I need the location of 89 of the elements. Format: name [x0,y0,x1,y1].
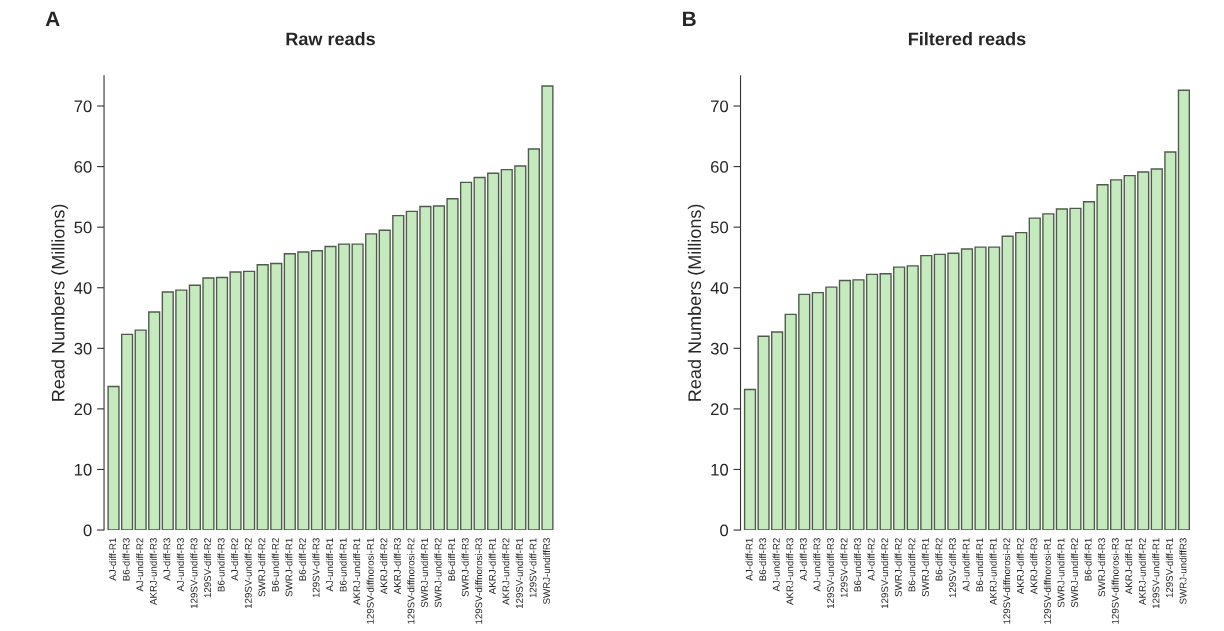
y-tick-label: 70 [74,100,92,113]
x-tick-label: B6-diff-R2 [935,538,943,581]
y-tick-label: 60 [711,160,729,173]
x-tick-label: AJ-undiff-R3 [176,538,184,592]
x-tick-label: AKRJ-diff-R2 [380,538,388,595]
x-tick-label: 129SV-diff-R2 [840,538,848,598]
x-tick-label: AKRJ-diff-R3 [1030,538,1038,595]
x-tick-label: AKRJ-undiff-R1 [353,538,361,606]
x-tick-label: B6-diff-R3 [122,538,130,581]
x-tick-label: SWRJ-undiff-R2 [434,538,442,608]
x-tick-label: 129SV-diff-R3 [312,538,320,598]
x-tick-label: B6-undiff-R3 [853,538,862,592]
x-tick-label: AKRJ-undiff-R1 [989,538,997,606]
y-tick-label: 40 [74,282,92,294]
y-axis-title: Read Numbers (Millions) [687,204,705,401]
x-tick-label: 129SV-diffnorosi-R1 [1043,538,1051,624]
x-tick-label: 129SV-diff-R2 [203,538,212,598]
x-tick-label: SWRJ-undiff-R1 [420,538,428,608]
x-tick-label: B6-diff-R3 [759,538,767,581]
x-tick-label: SWRJ-diff-R1 [285,538,293,597]
x-tick-label: SWRJ-diff-R3 [1098,538,1106,597]
x-tick-label: B6-undiff-R2 [908,538,916,592]
x-tick-label: SWRJ-undiff-R2 [1070,538,1079,608]
x-tick-label: AJ-undiff-R2 [136,538,144,592]
x-tick-label: 129SV-undiff-R1 [1152,538,1160,609]
x-tick-label: B6-undiff-R2 [271,538,279,592]
x-tick-label: AKRJ-undiff-R2 [502,538,510,606]
x-tick-label: 129SV-diffnorosi-R1 [366,538,374,624]
x-tick-label: AKRJ-undiff-R3 [149,538,157,606]
y-tick-label: 10 [74,463,92,476]
y-axis-title: Read Numbers (Millions) [51,204,69,401]
x-tick-label: AKRJ-undiff-R2 [1138,538,1146,606]
x-tick-label: 129SV-diff-R1 [1165,538,1173,598]
y-tick-label: 50 [710,221,729,234]
text: A [45,11,60,26]
y-tick-label: 20 [74,403,92,416]
x-tick-label: 129SV-undiff-R3 [190,538,198,609]
x-tick-label: 129SV-diffnorosi-R3 [475,538,483,624]
y-tick-label: 60 [74,160,92,173]
x-tick-label: AJ-diff-R3 [799,538,807,581]
x-tick-label: AJ-diff-R2 [867,538,875,581]
x-tick-label: SWRJ-diff-R2 [894,538,902,597]
x-tick-label: AJ-undiff-R1 [325,538,334,592]
x-tick-label: AJ-diff-R1 [109,538,117,581]
x-tick-label: AKRJ-diff-R1 [488,538,496,595]
y-tick-label: 30 [74,342,92,355]
x-tick-label: SWRJ-diff-R2 [258,538,266,597]
chart-title: Raw reads [286,32,375,46]
x-tick-label: 129SV-diff-R3 [948,538,957,598]
x-tick-label: AKRJ-diff-R2 [1016,538,1024,595]
x-tick-label: AJ-undiff-R1 [962,538,970,592]
y-tick-label: 50 [74,221,92,234]
x-tick-label: SWRJ-diff-R1 [921,538,929,597]
x-tick-label: B6-undiff-R1 [975,538,984,592]
x-tick-label: B6-undiff-R3 [217,538,225,592]
x-tick-label: AJ-undiff-R3 [813,538,821,592]
text: B [683,11,696,26]
y-tick-label: 30 [710,342,729,355]
x-tick-label: AKRJ-diff-R1 [1125,538,1133,595]
y-tick-label: 10 [711,463,729,476]
y-tick-label: 70 [711,100,729,113]
y-tick-label: 40 [710,282,729,294]
x-tick-label: 129SV-diffnorosi-R2 [407,538,415,624]
x-tick-label: B6-diff-R2 [298,538,306,581]
x-tick-label: 129SV-diff-R1 [529,538,537,598]
x-tick-label: B6-diff-R1 [447,538,456,581]
y-tick-label: 0 [83,524,92,537]
x-tick-label: 129SV-undiff-R3 [826,538,834,609]
x-tick-label: AKRJ-undiff-R3 [786,538,794,606]
x-tick-label: 129SV-undiff-R2 [881,538,889,609]
chart-title: Filtered reads [908,32,1026,46]
x-tick-label: SWRJ-undiffR3 [1179,538,1187,605]
x-tick-label: AJ-undiff-R2 [772,538,780,592]
x-tick-label: B6-diff-R1 [1084,538,1092,581]
x-tick-label: B6-undiff-R1 [339,538,347,592]
y-tick-label: 0 [720,524,729,537]
x-tick-label: AJ-diff-R2 [231,538,239,581]
x-tick-label: 129SV-undiff-R2 [244,538,252,609]
x-tick-label: 129SV-diffnorosi-R3 [1111,538,1119,624]
x-tick-label: SWRJ-undiffR3 [542,538,551,605]
x-tick-label: SWRJ-undiff-R1 [1057,538,1065,608]
x-tick-label: AJ-diff-R3 [163,538,171,581]
x-tick-label: SWRJ-diff-R3 [461,538,469,597]
x-tick-label: 129SV-diffnorosi-R2 [1003,538,1011,624]
y-tick-label: 20 [711,403,729,416]
x-tick-label: AKRJ-diff-R3 [393,538,401,595]
x-tick-label: AJ-diff-R1 [745,538,753,581]
bar [1177,89,1191,531]
x-tick-label: 129SV-undiff-R1 [515,538,523,609]
